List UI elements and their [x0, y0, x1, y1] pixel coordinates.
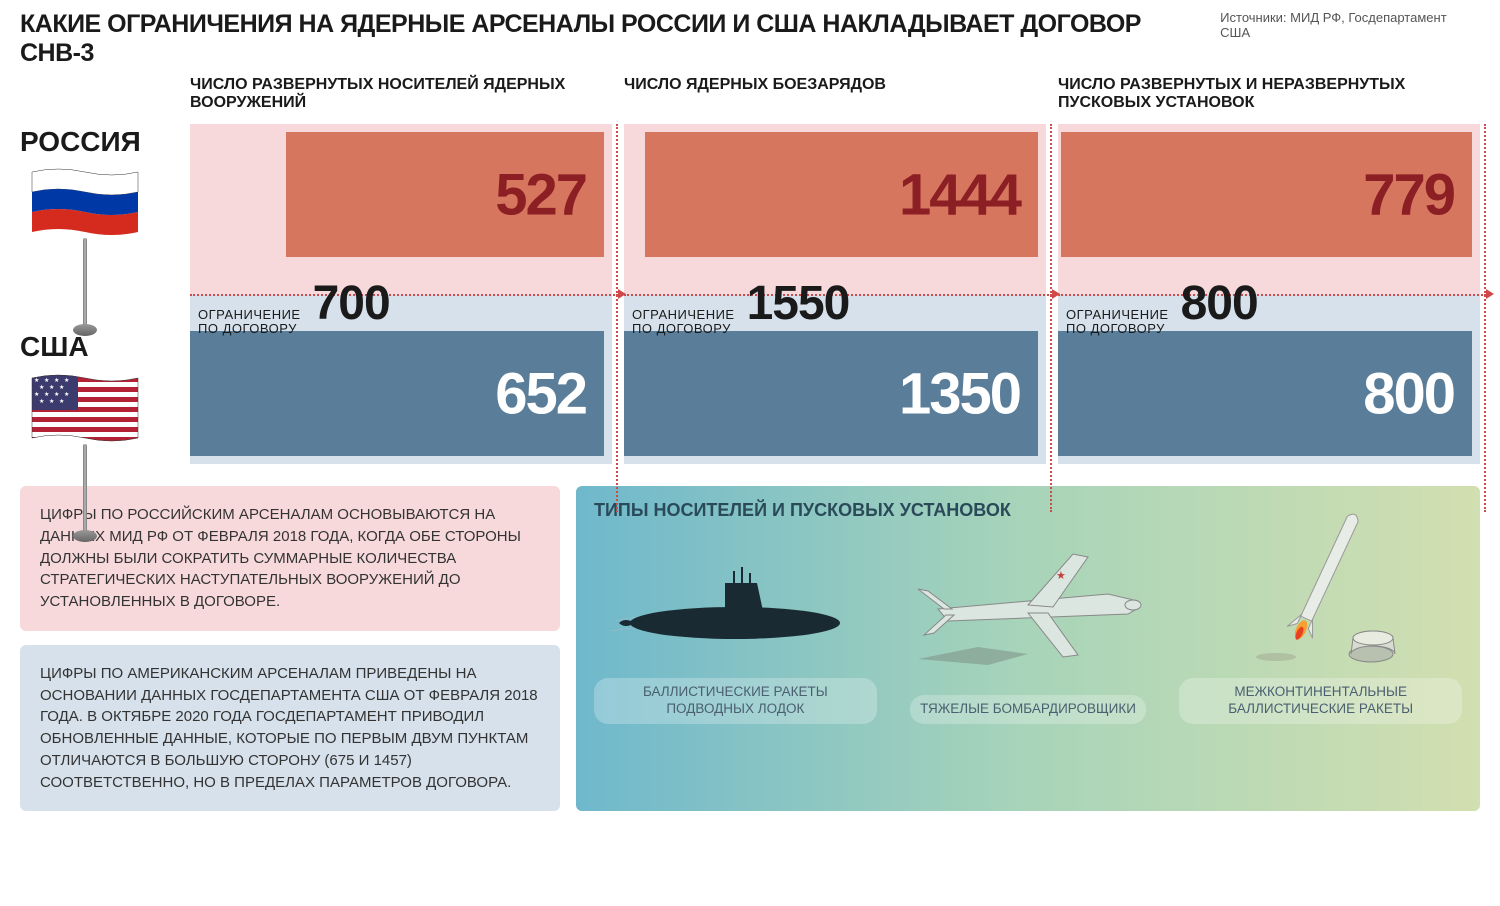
svg-text:★: ★: [49, 384, 54, 391]
russia-row: 1444: [624, 124, 1046, 294]
svg-text:★: ★: [39, 384, 44, 391]
carrier-caption-2: МЕЖКОНТИНЕНТАЛЬНЫЕ БАЛЛИСТИЧЕСКИЕ РАКЕТЫ: [1179, 678, 1462, 724]
carrier-caption-0: БАЛЛИСТИЧЕСКИЕ РАКЕТЫ ПОДВОДНЫХ ЛОДОК: [594, 678, 877, 724]
svg-text:★: ★: [49, 398, 54, 405]
svg-text:★: ★: [44, 377, 49, 384]
limit-value: 800: [1181, 276, 1258, 331]
bomber-icon: ★: [887, 529, 1170, 689]
source-text: Источники: МИД РФ, Госдепартамент США: [1220, 10, 1480, 40]
russia-value: 527: [495, 161, 586, 228]
arrow-icon: [1486, 289, 1494, 299]
usa-box: 800: [1058, 331, 1472, 456]
russia-flag-icon: [30, 168, 140, 336]
svg-text:★: ★: [59, 398, 64, 405]
vertical-divider: [1050, 124, 1052, 512]
carrier-types-panel: ТИПЫ НОСИТЕЛЕЙ И ПУСКОВЫХ УСТАНОВОК БАЛЛ…: [576, 486, 1480, 811]
panel-title-1: ЧИСЛО ЯДЕРНЫХ БОЕЗАРЯДОВ: [624, 76, 1046, 114]
russia-value: 1444: [899, 161, 1020, 228]
vertical-divider: [1484, 124, 1486, 512]
limit-value: 1550: [747, 276, 850, 331]
limit-label-bottom: ПО ДОГОВОРУ: [198, 322, 301, 336]
metric-panel-2: ЧИСЛО РАЗВЕРНУТЫХ И НЕРАЗВЕРНУТЫХ ПУСКОВ…: [1058, 76, 1480, 464]
country-labels-column: РОССИЯ США: [20, 76, 190, 464]
treaty-limit-block: ОГРАНИЧЕНИЕ ПО ДОГОВОРУ 700: [198, 276, 390, 337]
russia-box: 527: [286, 132, 604, 257]
usa-box: 1350: [624, 331, 1038, 456]
russia-box: 1444: [645, 132, 1038, 257]
metric-panel-0: ЧИСЛО РАЗВЕРНУТЫХ НОСИТЕЛЕЙ ЯДЕРНЫХ ВООР…: [190, 76, 612, 464]
carrier-type-1: ★ ТЯЖЕЛЫЕ БОМБАРДИРОВЩИКИ: [887, 529, 1170, 724]
carrier-caption-1: ТЯЖЕЛЫЕ БОМБАРДИРОВЩИКИ: [910, 695, 1146, 724]
limit-label-top: ОГРАНИЧЕНИЕ: [632, 308, 735, 322]
svg-text:★: ★: [59, 384, 64, 391]
svg-text:★: ★: [44, 391, 49, 398]
russia-box: 779: [1061, 132, 1472, 257]
note-usa: ЦИФРЫ ПО АМЕРИКАНСКИМ АРСЕНАЛАМ ПРИВЕДЕН…: [20, 645, 560, 812]
russia-row: 527: [190, 124, 612, 294]
limit-label-top: ОГРАНИЧЕНИЕ: [1066, 308, 1169, 322]
usa-value: 800: [1363, 360, 1454, 427]
usa-flag-icon: ★★★★ ★★★ ★★★★ ★★★: [30, 374, 140, 542]
svg-text:★: ★: [64, 391, 69, 398]
limit-value: 700: [313, 276, 390, 331]
svg-text:★: ★: [34, 377, 39, 384]
svg-text:★: ★: [54, 377, 59, 384]
treaty-limit-block: ОГРАНИЧЕНИЕ ПО ДОГОВОРУ 1550: [632, 276, 849, 337]
svg-text:★: ★: [1056, 570, 1066, 582]
vertical-divider: [616, 124, 618, 512]
carrier-type-2: МЕЖКОНТИНЕНТАЛЬНЫЕ БАЛЛИСТИЧЕСКИЕ РАКЕТЫ: [1179, 529, 1462, 724]
usa-value: 652: [495, 360, 586, 427]
russia-row: 779: [1058, 124, 1480, 294]
svg-text:★: ★: [54, 391, 59, 398]
russia-label: РОССИЯ: [20, 126, 141, 158]
limit-label-bottom: ПО ДОГОВОРУ: [632, 322, 735, 336]
metric-panel-1: ЧИСЛО ЯДЕРНЫХ БОЕЗАРЯДОВ 1444 1350 ОГРАН…: [624, 76, 1046, 464]
usa-value: 1350: [899, 360, 1020, 427]
usa-label: США: [20, 331, 89, 363]
svg-text:★: ★: [64, 377, 69, 384]
russia-value: 779: [1363, 161, 1454, 228]
treaty-limit-block: ОГРАНИЧЕНИЕ ПО ДОГОВОРУ 800: [1066, 276, 1258, 337]
limit-label-bottom: ПО ДОГОВОРУ: [1066, 322, 1169, 336]
panel-title-2: ЧИСЛО РАЗВЕРНУТЫХ И НЕРАЗВЕРНУТЫХ ПУСКОВ…: [1058, 76, 1480, 114]
main-title: КАКИЕ ОГРАНИЧЕНИЯ НА ЯДЕРНЫЕ АРСЕНАЛЫ РО…: [20, 10, 1220, 68]
carrier-type-0: БАЛЛИСТИЧЕСКИЕ РАКЕТЫ ПОДВОДНЫХ ЛОДОК: [594, 529, 877, 724]
svg-text:★: ★: [39, 398, 44, 405]
svg-text:★: ★: [34, 391, 39, 398]
limit-label-top: ОГРАНИЧЕНИЕ: [198, 308, 301, 322]
usa-box: 652: [190, 331, 604, 456]
icbm-icon: [1179, 502, 1462, 672]
submarine-icon: [594, 529, 877, 672]
panel-title-0: ЧИСЛО РАЗВЕРНУТЫХ НОСИТЕЛЕЙ ЯДЕРНЫХ ВООР…: [190, 76, 612, 114]
